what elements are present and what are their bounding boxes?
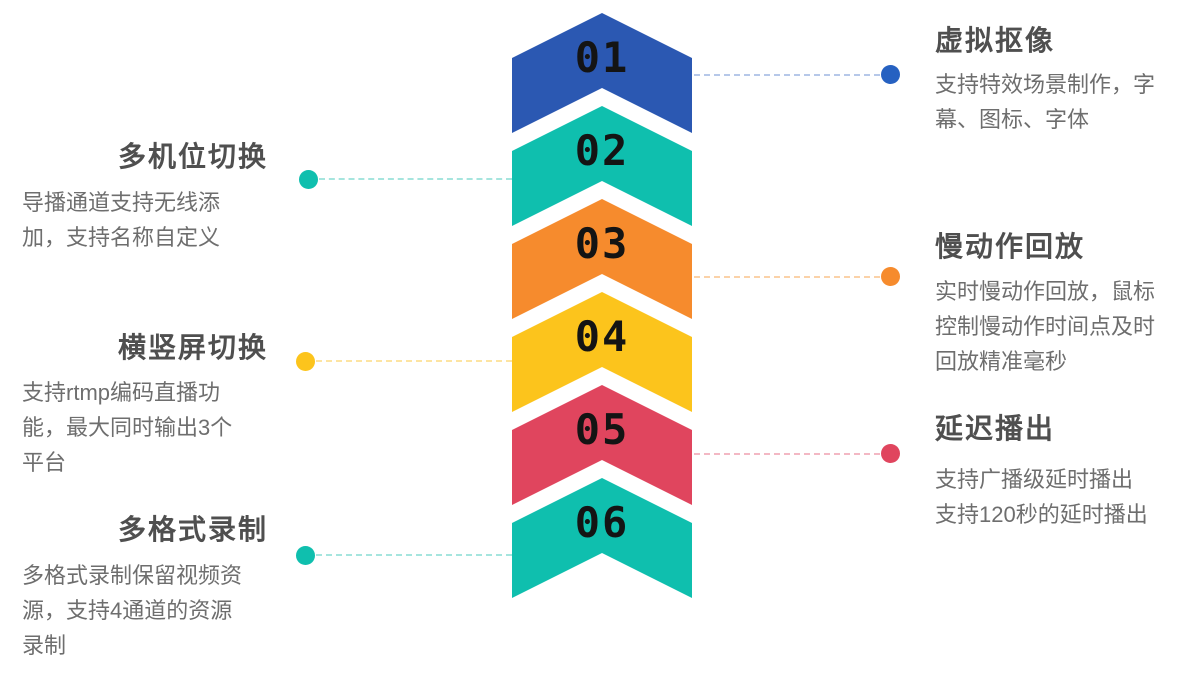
connector-line-keying	[694, 74, 880, 76]
chevron-shape-02	[512, 106, 692, 226]
feature-title-multiformat-record: 多格式录制	[117, 514, 268, 545]
connector-dot-orientation	[296, 352, 315, 371]
chevron-number-04: 04	[574, 312, 630, 361]
connector-line-record	[316, 554, 512, 556]
chevron-number-05: 05	[574, 405, 630, 454]
chevron-shape-04	[512, 292, 692, 412]
chevron-shape-05	[512, 385, 692, 505]
connector-dot-slowmotion	[881, 267, 900, 286]
feature-title-delayed-broadcast: 延迟播出	[935, 413, 1056, 444]
connector-dot-record	[296, 546, 315, 565]
chevron-shape-03	[512, 199, 692, 319]
connector-dot-multicam	[299, 170, 318, 189]
feature-body-delayed-broadcast: 支持广播级延时播出 支持120秒的延时播出	[935, 467, 1148, 527]
connector-dot-keying	[881, 65, 900, 84]
feature-title-slowmotion-replay: 慢动作回放	[935, 231, 1086, 262]
connector-dot-delay	[881, 444, 900, 463]
feature-body-multicam-switch: 导播通道支持无线添 加，支持名称自定义	[22, 190, 221, 250]
feature-body-virtual-keying: 支持特效场景制作，字 幕、图标、字体	[935, 72, 1156, 132]
chevron-number-01: 01	[574, 33, 630, 82]
connector-line-multicam	[319, 178, 512, 180]
chevron-stack	[512, 13, 692, 598]
chevron-shape-06	[512, 478, 692, 598]
feature-body-multiformat-record: 多格式录制保留视频资 源，支持4通道的资源 录制	[22, 563, 243, 658]
feature-title-virtual-keying: 虚拟抠像	[935, 25, 1056, 56]
feature-body-slowmotion-replay: 实时慢动作回放，鼠标 控制慢动作时间点及时 回放精准毫秒	[935, 279, 1156, 374]
chevron-shape-01	[512, 13, 692, 133]
chevron-number-02: 02	[574, 126, 630, 175]
chevron-number-06: 06	[574, 498, 630, 547]
feature-body-orientation-switch: 支持rtmp编码直播功 能，最大同时输出3个 平台	[22, 380, 233, 475]
chevron-number-03: 03	[574, 219, 630, 268]
connector-line-orientation	[316, 360, 512, 362]
feature-title-orientation-switch: 横竖屏切换	[117, 332, 268, 363]
connector-line-delay	[694, 453, 880, 455]
feature-title-multicam-switch: 多机位切换	[117, 141, 268, 172]
connector-line-slowmotion	[694, 276, 880, 278]
